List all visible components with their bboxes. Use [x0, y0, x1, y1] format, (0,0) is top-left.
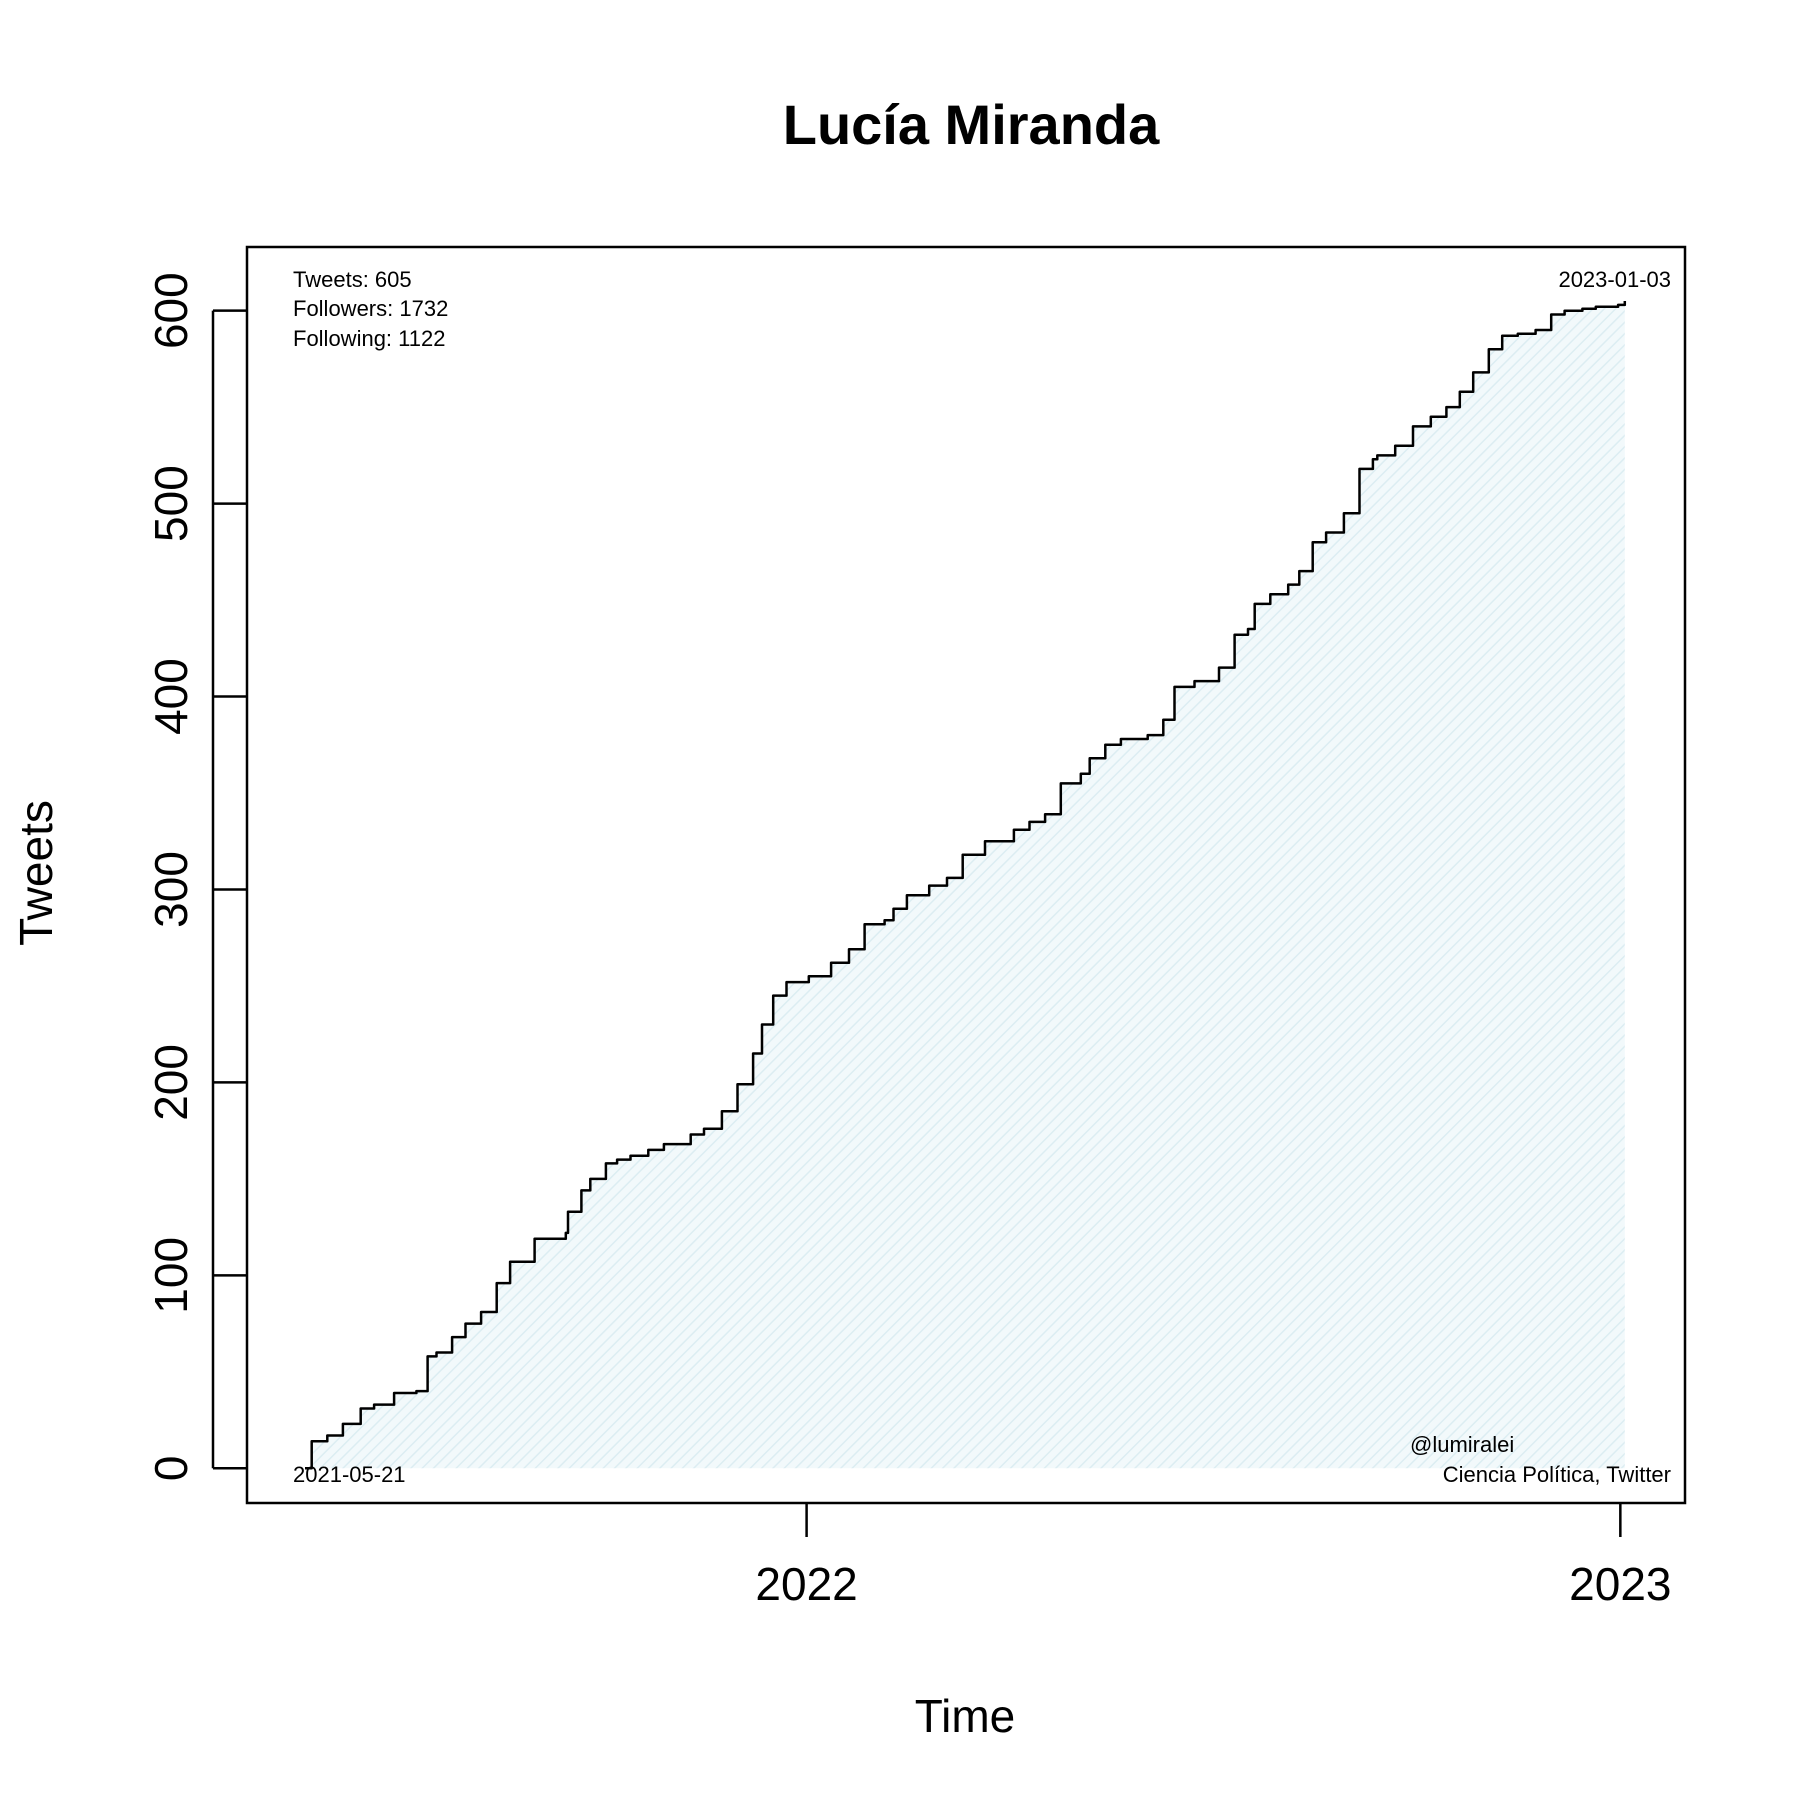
y-tick-label: 300	[145, 851, 197, 928]
cumulative-area	[305, 301, 1625, 1469]
y-axis: 0 100 200 300 400 500 600	[145, 272, 247, 1481]
followers-count: Followers: 1732	[293, 296, 448, 321]
cumulative-tweets-line	[305, 301, 1627, 1470]
x-tick-label: 2023	[1569, 1558, 1671, 1610]
end-date-label: 2023-01-03	[1558, 267, 1671, 292]
tweets-count: Tweets: 605	[293, 267, 412, 292]
y-tick-label: 400	[145, 658, 197, 735]
caption-label: Ciencia Política, Twitter	[1443, 1462, 1671, 1487]
following-count: Following: 1122	[293, 326, 445, 351]
start-date-label: 2021-05-21	[293, 1462, 406, 1487]
plot-area	[305, 301, 1627, 1470]
chart-title: Lucía Miranda	[783, 93, 1160, 156]
y-tick-label: 600	[145, 272, 197, 349]
x-tick-label: 2022	[755, 1558, 857, 1610]
x-axis: 2022 2023	[755, 1503, 1672, 1610]
y-tick-label: 0	[145, 1455, 197, 1481]
handle-label: @lumiralei	[1410, 1432, 1514, 1457]
y-tick-label: 200	[145, 1044, 197, 1121]
y-tick-label: 500	[145, 465, 197, 542]
y-tick-label: 100	[145, 1237, 197, 1314]
y-axis-label: Tweets	[10, 800, 62, 946]
plot-frame	[245, 245, 1687, 1505]
x-axis-label: Time	[915, 1690, 1016, 1742]
